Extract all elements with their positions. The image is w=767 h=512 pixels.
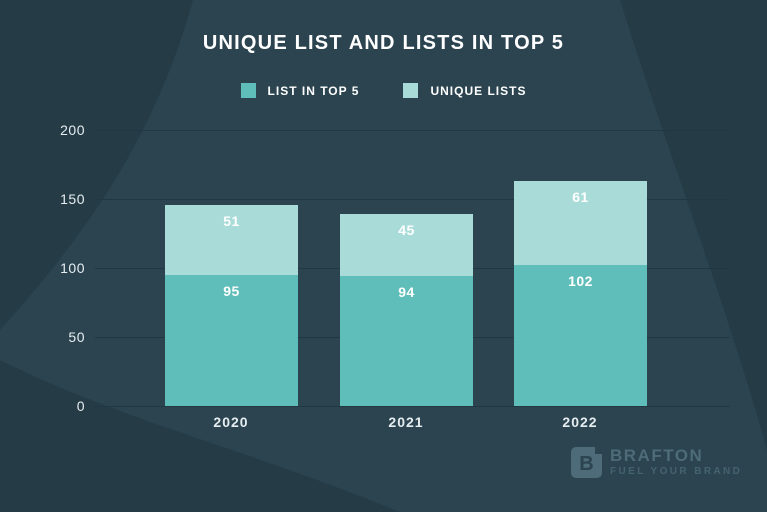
brafton-logo: B BRAFTON FUEL YOUR BRAND xyxy=(571,445,742,479)
xtick-label-2022: 2022 xyxy=(562,414,598,430)
ytick-label-0: 0 xyxy=(76,398,85,414)
ytick-label-200: 200 xyxy=(60,122,85,138)
legend-label: LIST IN TOP 5 xyxy=(267,83,360,98)
brafton-logo-letter: B xyxy=(579,452,594,475)
brafton-name: BRAFTON xyxy=(610,446,704,465)
ytick-label-50: 50 xyxy=(68,329,85,345)
brafton-logo-icon: B xyxy=(571,445,604,478)
gridline-y-200 xyxy=(95,130,730,131)
legend-label: UNIQUE LISTS xyxy=(430,83,527,98)
xtick-label-2021: 2021 xyxy=(388,414,424,430)
legend-item-0: LIST IN TOP 5 xyxy=(240,83,360,98)
legend-item-1: UNIQUE LISTS xyxy=(403,83,526,98)
gridline-y-0 xyxy=(95,406,730,407)
bar-value-label: 102 xyxy=(568,273,593,289)
blob-bottom-left xyxy=(0,360,400,512)
brafton-logo-text: BRAFTON FUEL YOUR BRAND xyxy=(610,447,742,479)
chart-title: UNIQUE LIST AND LISTS IN TOP 5 xyxy=(202,32,565,54)
ytick-label-100: 100 xyxy=(60,260,85,276)
gridline-y-150 xyxy=(95,199,730,200)
bar-value-label: 95 xyxy=(223,283,240,299)
blob-right xyxy=(620,0,767,450)
blob-top-left xyxy=(0,0,193,330)
bar-2020-list-in-top-5: 95 xyxy=(165,275,298,406)
bar-value-label: 61 xyxy=(572,189,589,205)
bar-value-label: 94 xyxy=(398,284,415,300)
legend-swatch-icon xyxy=(240,83,256,98)
bar-2022-unique-lists: 61 xyxy=(514,181,647,265)
bar-2022-list-in-top-5: 102 xyxy=(514,265,647,406)
legend-swatch-icon xyxy=(403,83,419,98)
bar-2020-unique-lists: 51 xyxy=(165,205,298,275)
bar-value-label: 51 xyxy=(223,213,240,229)
bar-value-label: 45 xyxy=(398,222,415,238)
bar-2021-unique-lists: 45 xyxy=(340,214,473,276)
bar-2021-list-in-top-5: 94 xyxy=(340,276,473,406)
brafton-tagline: FUEL YOUR BRAND xyxy=(610,465,743,477)
chart-legend: LIST IN TOP 5 UNIQUE LISTS xyxy=(0,83,767,98)
brafton-logo-notch xyxy=(595,445,604,454)
ytick-label-150: 150 xyxy=(60,191,85,207)
xtick-label-2020: 2020 xyxy=(213,414,249,430)
